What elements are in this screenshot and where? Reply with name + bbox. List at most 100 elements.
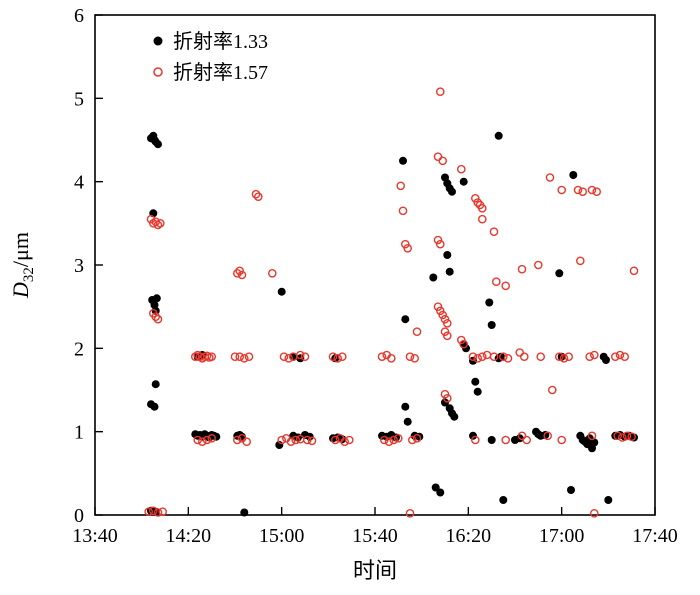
data-point-filled — [555, 269, 564, 278]
data-point-filled — [403, 417, 412, 426]
data-point-open — [534, 260, 543, 270]
data-point-open — [503, 353, 513, 363]
data-point-open — [517, 264, 527, 274]
y-tick-label: 6 — [74, 5, 84, 27]
data-point-open — [515, 348, 525, 357]
data-point-open — [207, 433, 216, 443]
y-tick-label: 4 — [74, 172, 84, 194]
y-tick-label: 2 — [74, 338, 84, 360]
data-point-open — [442, 393, 452, 403]
x-tick-label: 15:40 — [352, 525, 398, 547]
data-point-open — [230, 352, 240, 362]
data-point-open — [489, 352, 499, 362]
data-point-open — [559, 353, 569, 363]
legend-label-2: 折射率1.57 — [173, 61, 268, 84]
data-point-open — [435, 239, 445, 249]
data-point-open — [629, 266, 639, 276]
data-point-open — [433, 235, 443, 245]
data-point-filled — [154, 140, 162, 149]
data-point-open — [587, 431, 597, 441]
data-point-open — [590, 508, 599, 518]
data-point-open — [536, 352, 546, 362]
data-point-filled — [445, 267, 454, 276]
data-point-filled — [289, 352, 298, 361]
data-point-open — [398, 206, 408, 216]
data-point-open — [412, 327, 422, 337]
data-point-filled — [277, 287, 286, 296]
data-point-open — [442, 331, 452, 341]
data-point-filled — [473, 387, 482, 396]
data-point-open — [477, 352, 487, 362]
data-point-filled — [630, 433, 638, 442]
data-point-open — [239, 353, 249, 363]
data-point-open — [151, 312, 160, 322]
data-point-filled — [436, 488, 445, 497]
data-point-open — [389, 435, 399, 445]
x-tick-label: 16:20 — [446, 525, 492, 547]
data-point-filled — [441, 398, 449, 407]
data-point-filled — [471, 377, 480, 386]
data-point-filled — [494, 131, 503, 140]
y-tick-label: 1 — [74, 422, 84, 444]
data-point-open — [155, 218, 165, 228]
data-point-filled — [399, 156, 407, 165]
data-point-open — [153, 508, 163, 517]
data-point-filled — [401, 315, 410, 324]
data-point-open — [251, 189, 261, 199]
plot-frame — [94, 14, 656, 516]
data-point-open — [545, 173, 555, 182]
legend-marker-filled-circle — [153, 36, 163, 46]
data-point-open — [267, 268, 277, 278]
data-point-filled — [401, 402, 410, 411]
y-axis-subscript: 32 — [21, 267, 37, 282]
data-point-filled — [541, 431, 550, 439]
data-point-open — [377, 352, 387, 362]
data-point-open — [330, 435, 340, 445]
data-point-open — [442, 318, 452, 328]
data-point-open — [520, 352, 529, 362]
data-point-open — [473, 198, 483, 207]
data-point-filled — [567, 486, 575, 494]
data-point-filled — [590, 438, 599, 447]
data-point-open — [153, 314, 163, 324]
data-point-filled — [462, 344, 470, 353]
data-point-open — [576, 256, 585, 266]
data-point-open — [328, 352, 338, 362]
data-point-open — [207, 352, 216, 362]
data-point-open — [405, 508, 415, 518]
data-point-open — [438, 310, 448, 320]
x-tick-label: 17:40 — [632, 525, 678, 547]
data-point-open — [585, 352, 595, 362]
data-point-open — [202, 351, 212, 361]
data-point-open — [433, 302, 443, 312]
data-point-open — [592, 187, 602, 196]
data-point-open — [286, 437, 296, 447]
data-point-open — [611, 352, 620, 362]
data-point-open — [555, 352, 564, 362]
x-tick-label: 13:40 — [72, 525, 118, 547]
data-point-open — [146, 214, 156, 224]
data-point-open — [295, 350, 305, 360]
data-point-open — [244, 352, 254, 362]
data-point-open — [384, 437, 394, 447]
axis-ticks: 13:40 14:20 15:00 15:40 16:20 17:00 17:40 0 1 2 3 4… — [72, 5, 678, 547]
data-point-filled — [604, 496, 613, 504]
data-point-open — [235, 352, 244, 362]
data-point-open — [412, 433, 422, 443]
data-point-filled — [485, 298, 494, 307]
data-point-filled — [450, 412, 459, 421]
data-point-open — [153, 220, 163, 230]
data-point-filled — [487, 436, 496, 444]
data-point-filled — [150, 402, 159, 411]
data-point-open — [501, 281, 511, 291]
data-point-open — [237, 270, 247, 280]
data-point-filled — [443, 251, 452, 259]
data-point-open — [590, 350, 599, 360]
data-point-open — [148, 506, 158, 516]
data-point-open — [435, 87, 445, 96]
data-point-open — [543, 431, 553, 441]
y-axis-symbol: D — [8, 282, 33, 299]
x-axis-label: 时间 — [353, 558, 397, 583]
data-point-open — [193, 435, 202, 445]
